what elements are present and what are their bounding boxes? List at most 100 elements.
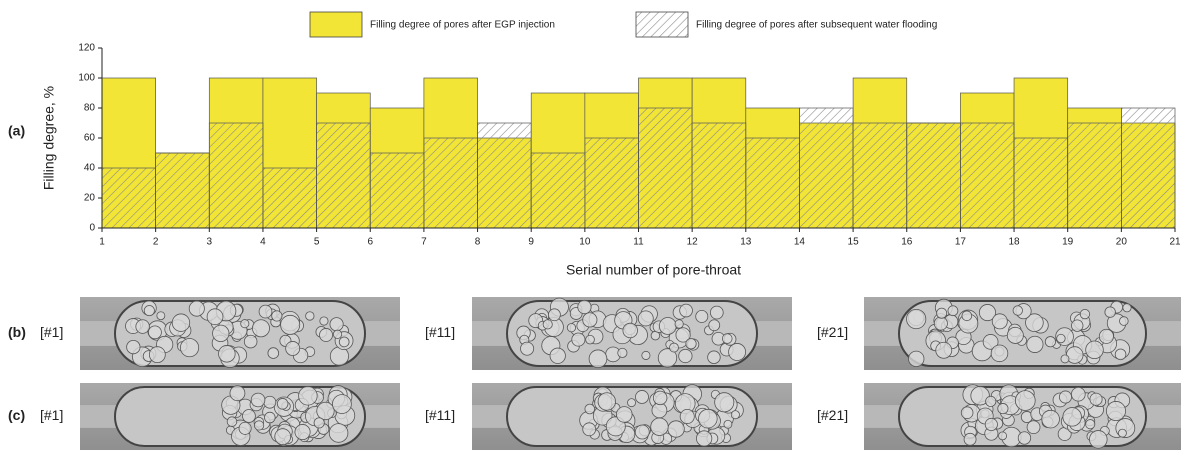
y-tick-label: 100 <box>78 73 95 84</box>
droplet <box>306 312 314 320</box>
droplet <box>586 335 595 344</box>
droplet <box>268 348 279 359</box>
droplet <box>548 309 560 321</box>
y-tick-label: 60 <box>84 133 96 144</box>
droplet <box>653 391 667 405</box>
droplet <box>1059 391 1071 403</box>
droplet <box>1105 307 1116 318</box>
droplet <box>598 393 615 410</box>
droplet <box>259 305 272 318</box>
legend-label: Filling degree of pores after subsequent… <box>696 20 937 31</box>
droplet <box>317 402 334 419</box>
droplet <box>909 351 924 366</box>
droplet <box>1013 306 1022 315</box>
droplet <box>729 343 746 360</box>
droplet <box>616 407 632 423</box>
x-tick-label: 1 <box>99 237 105 248</box>
droplet <box>339 337 349 347</box>
droplet <box>722 334 732 344</box>
droplet <box>651 418 669 436</box>
droplet <box>521 342 534 355</box>
hatched-bar <box>156 153 210 228</box>
droplet <box>628 399 636 407</box>
x-tick-label: 10 <box>579 237 591 248</box>
droplet <box>144 306 154 316</box>
droplet <box>936 342 952 358</box>
x-tick-label: 14 <box>794 237 806 248</box>
hatched-bar <box>1014 138 1068 228</box>
panel-label: (c) <box>8 407 25 423</box>
droplet <box>275 429 291 445</box>
x-axis-title: Serial number of pore-throat <box>566 262 741 278</box>
droplet <box>252 320 269 337</box>
x-tick-label: 9 <box>528 237 534 248</box>
droplet <box>638 311 653 326</box>
x-tick-label: 16 <box>901 237 913 248</box>
droplet <box>998 403 1008 413</box>
droplet <box>589 350 607 368</box>
y-tick-label: 120 <box>78 43 95 54</box>
droplet <box>1099 329 1113 343</box>
droplet <box>157 312 165 320</box>
image-label: [#21] <box>817 324 848 340</box>
hatched-bar <box>102 168 156 228</box>
image-label: [#21] <box>817 407 848 423</box>
hatched-bar <box>907 123 961 228</box>
droplet <box>149 347 165 363</box>
droplet <box>1089 431 1107 449</box>
hatched-bar <box>531 153 585 228</box>
droplet <box>1086 420 1095 429</box>
droplet <box>696 310 708 322</box>
hatched-bar <box>692 123 746 228</box>
droplet <box>618 348 627 357</box>
droplet <box>1027 421 1040 434</box>
image-label: [#1] <box>40 324 63 340</box>
legend-label: Filling degree of pores after EGP inject… <box>370 20 555 31</box>
droplet <box>239 422 251 434</box>
hatched-bar <box>263 168 317 228</box>
droplet <box>1061 355 1069 363</box>
droplet <box>934 317 947 330</box>
droplet <box>659 317 676 334</box>
y-tick-label: 40 <box>84 163 96 174</box>
droplet <box>550 348 565 363</box>
droplet <box>286 341 300 355</box>
y-tick-label: 20 <box>84 193 96 204</box>
droplet <box>219 345 236 362</box>
droplet <box>679 349 692 362</box>
droplet <box>696 431 711 446</box>
droplet <box>320 317 328 325</box>
image-label: [#11] <box>425 407 455 423</box>
x-tick-label: 8 <box>475 237 481 248</box>
droplet <box>1115 349 1126 360</box>
droplet <box>1071 387 1085 401</box>
hatched-bar <box>746 138 800 228</box>
image-label: [#1] <box>40 407 63 423</box>
droplet <box>314 418 324 428</box>
x-tick-label: 21 <box>1169 237 1181 248</box>
panel-label: (a) <box>8 123 25 139</box>
hatched-bar <box>1068 123 1122 228</box>
droplet <box>264 396 276 408</box>
droplet <box>1042 410 1060 428</box>
droplet <box>999 432 1007 440</box>
y-axis-title: Filling degree, % <box>41 86 57 190</box>
legend-swatch <box>636 12 688 37</box>
droplet <box>962 311 972 321</box>
droplet <box>572 333 585 346</box>
droplet <box>992 314 1007 329</box>
droplet <box>635 425 649 439</box>
droplet <box>242 410 255 423</box>
droplet <box>180 338 198 356</box>
droplet <box>731 411 739 419</box>
droplet <box>1120 317 1129 326</box>
figure: Filling degree of pores after EGP inject… <box>0 0 1181 450</box>
image-label: [#11] <box>425 324 455 340</box>
droplet <box>277 398 288 409</box>
x-tick-label: 13 <box>740 237 752 248</box>
droplet <box>230 386 245 401</box>
hatched-bar <box>853 123 907 228</box>
droplet <box>1045 337 1055 347</box>
droplet <box>1106 401 1125 420</box>
droplet <box>264 412 275 423</box>
